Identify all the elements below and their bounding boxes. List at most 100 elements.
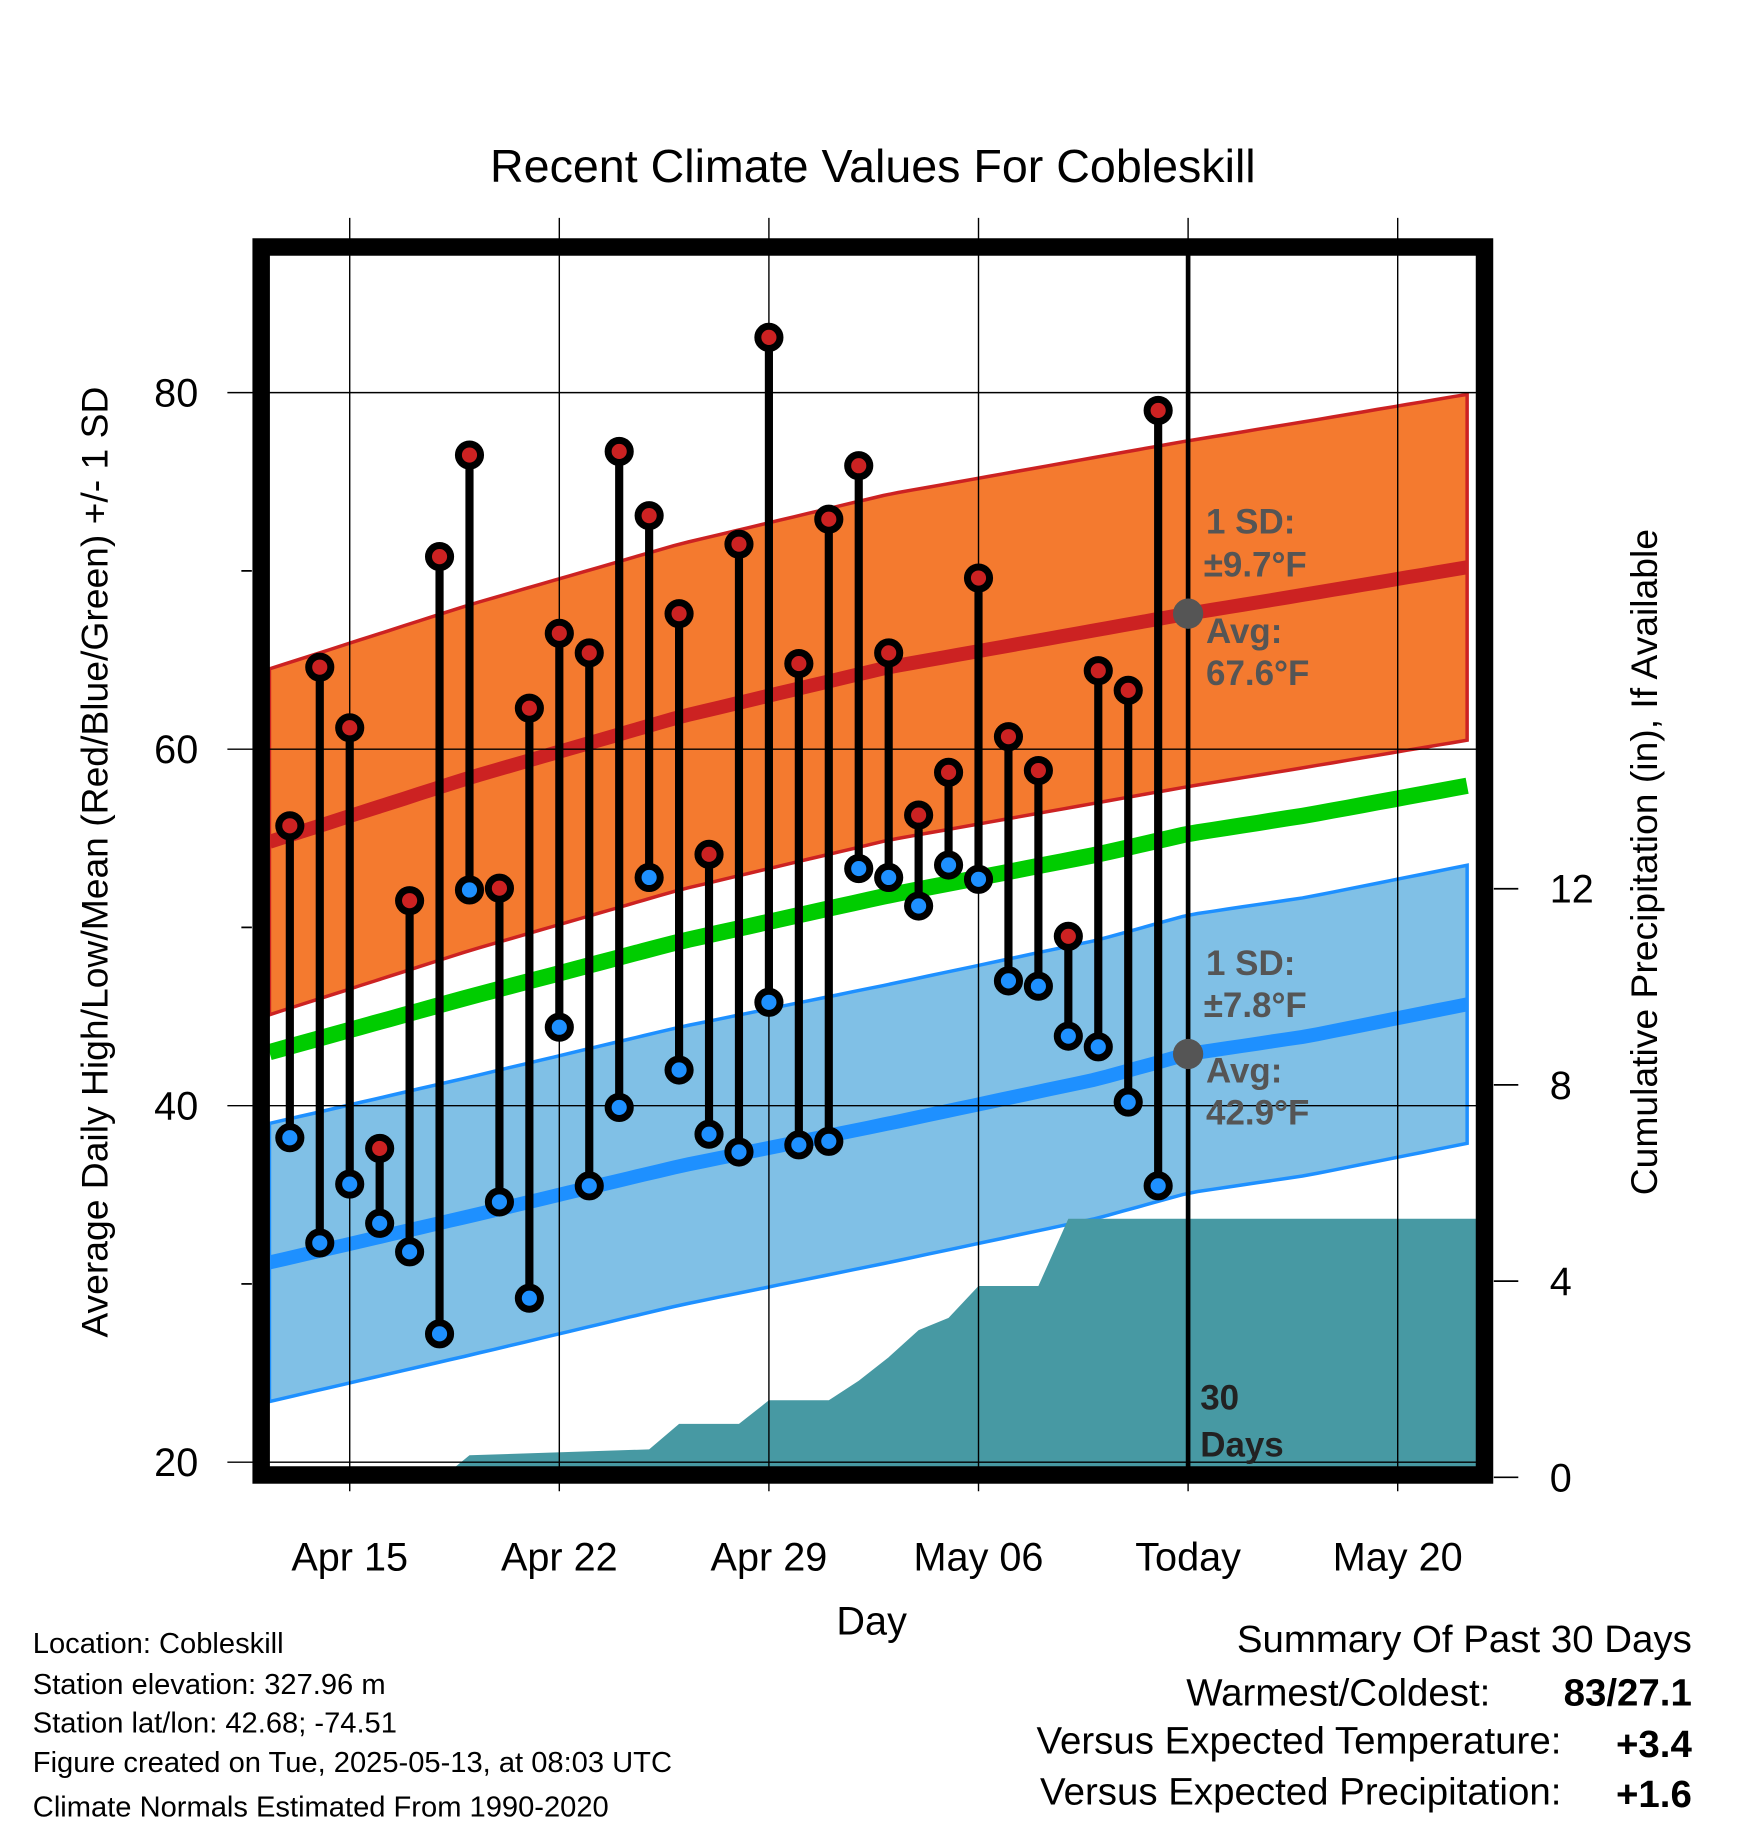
low-point <box>454 875 485 905</box>
low-point <box>934 850 964 880</box>
low-point <box>844 854 874 884</box>
low-point <box>1083 1032 1113 1062</box>
high-point <box>904 800 934 830</box>
high-point <box>305 652 335 682</box>
y2-tick-label: 12 <box>1550 868 1594 912</box>
low-point <box>604 1092 634 1123</box>
low-point <box>1143 1171 1173 1201</box>
y-tick-label: 60 <box>154 728 198 772</box>
daily-observations <box>275 322 1204 1349</box>
low-point <box>1023 971 1053 1001</box>
warmest-coldest-value: 83/27.1 <box>1564 1672 1692 1715</box>
low-avg-label: Avg: <box>1206 1051 1282 1090</box>
x-axis-label: Day <box>836 1600 907 1644</box>
x-tick-label: May 06 <box>914 1536 1044 1580</box>
high-point <box>934 757 964 787</box>
high-point <box>365 1133 395 1163</box>
low-point <box>664 1055 694 1085</box>
y-tick-label: 80 <box>154 372 198 416</box>
high-point <box>395 886 425 916</box>
low-point <box>754 987 784 1017</box>
low-point <box>514 1283 544 1313</box>
high-point <box>484 873 514 903</box>
high-sd-band <box>267 392 1469 1018</box>
high-point <box>724 529 754 559</box>
high-point <box>814 504 844 534</box>
footer-latlon: Station lat/lon: 42.68; -74.51 <box>33 1707 397 1739</box>
high-point <box>784 649 814 679</box>
y2-tick-label: 8 <box>1550 1064 1572 1108</box>
high-point <box>275 811 305 841</box>
plot-frame <box>252 238 1494 1484</box>
high-point <box>574 638 604 668</box>
high-point <box>963 563 994 593</box>
high-point <box>754 322 784 352</box>
x-tick-label: Apr 15 <box>291 1536 408 1580</box>
low-point <box>784 1130 814 1160</box>
summary-panel: Summary Of Past 30 Days Warmest/Coldest:… <box>1036 1618 1692 1816</box>
low-point <box>395 1237 425 1267</box>
high-point <box>514 693 544 723</box>
low-point <box>424 1319 455 1349</box>
cumulative-precip-area <box>269 1218 1478 1478</box>
today-avg-high-dot <box>1172 598 1204 629</box>
high-point <box>454 440 485 470</box>
low-point <box>335 1169 365 1199</box>
avg-low-line <box>267 997 1469 1270</box>
window-days-number: 30 <box>1200 1379 1239 1418</box>
high-point <box>424 542 455 572</box>
x-tick-label: May 20 <box>1333 1536 1463 1580</box>
low-point <box>275 1123 305 1153</box>
high-point <box>1023 755 1053 786</box>
axes: Apr 15 Apr 22 Apr 29 May 06 Today May 2020406… <box>154 372 1594 1580</box>
low-point <box>724 1137 754 1167</box>
footer-location: Location: Cobleskill <box>33 1628 284 1660</box>
high-point <box>993 722 1024 752</box>
low-point <box>305 1228 335 1258</box>
low-point <box>365 1208 395 1238</box>
high-point <box>634 501 664 531</box>
high-point <box>1083 656 1113 686</box>
low-avg-value: 42.9°F <box>1206 1093 1309 1132</box>
footer-elevation: Station elevation: 327.96 m <box>33 1669 386 1701</box>
high-point <box>1053 921 1083 951</box>
low-point <box>1053 1021 1083 1051</box>
high-point <box>694 839 724 869</box>
x-tick-label: Today <box>1135 1536 1241 1580</box>
avg-mean-line <box>267 777 1469 1061</box>
low-point <box>993 966 1024 996</box>
warmest-coldest-label: Warmest/Coldest: <box>1186 1672 1490 1715</box>
y2-tick-label: 0 <box>1550 1456 1572 1500</box>
low-point <box>963 864 994 894</box>
temp-anomaly-label: Versus Expected Temperature: <box>1036 1719 1561 1762</box>
high-point <box>1143 395 1173 426</box>
high-point <box>664 599 694 629</box>
high-avg-label: Avg: <box>1206 612 1282 651</box>
y-tick-label: 20 <box>154 1441 198 1485</box>
temp-anomaly-value: +3.4 <box>1616 1723 1693 1766</box>
low-sd-value: ±7.8°F <box>1204 986 1307 1025</box>
footer-normals: Climate Normals Estimated From 1990-2020 <box>33 1791 609 1823</box>
footer-created: Figure created on Tue, 2025-05-13, at 08… <box>33 1747 672 1779</box>
precipitation-area <box>269 1218 1478 1478</box>
y-axis-label: Average Daily High/Low/Mean (Red/Blue/Gr… <box>73 387 115 1338</box>
footer-info: Location: Cobleskill Station elevation: … <box>33 1628 672 1823</box>
high-point <box>874 638 904 668</box>
low-point <box>814 1126 844 1156</box>
precip-anomaly-label: Versus Expected Precipitation: <box>1040 1771 1561 1814</box>
annotations: 1 SD: ±9.7°F Avg: 67.6°F 1 SD: ±7.8°F Av… <box>1200 503 1309 1465</box>
low-point <box>634 862 664 893</box>
high-sd-label: 1 SD: <box>1206 503 1295 542</box>
precip-anomaly-value: +1.6 <box>1616 1773 1692 1816</box>
y2-tick-label: 4 <box>1550 1260 1572 1304</box>
high-point <box>1113 675 1143 705</box>
window-days-unit: Days <box>1200 1425 1284 1464</box>
high-avg-value: 67.6°F <box>1206 654 1309 693</box>
high-point <box>844 451 874 481</box>
y2-axis-label: Cumulative Precipitation (in), If Availa… <box>1623 529 1665 1195</box>
y-tick-label: 40 <box>154 1085 198 1129</box>
low-point <box>904 891 934 921</box>
low-sd-label: 1 SD: <box>1206 944 1295 983</box>
x-tick-label: Apr 22 <box>501 1536 618 1580</box>
high-point <box>335 713 365 743</box>
